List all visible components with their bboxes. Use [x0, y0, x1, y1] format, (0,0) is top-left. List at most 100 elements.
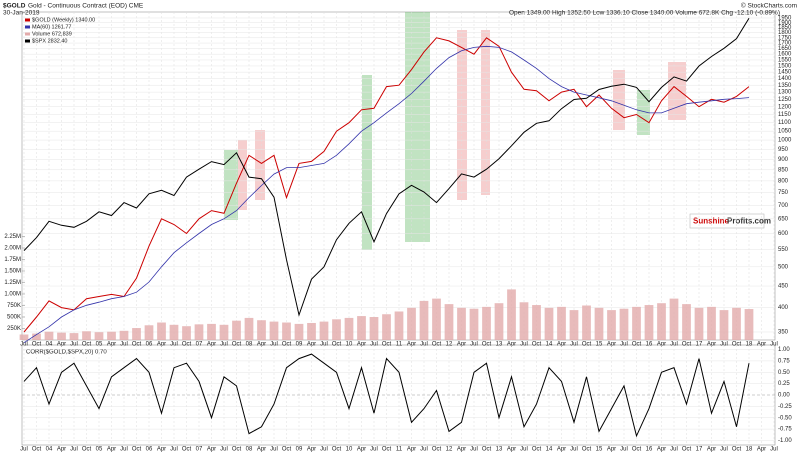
- x-tick-label: Apr: [257, 342, 266, 348]
- x-tick-label: Oct: [332, 342, 342, 348]
- volume-bar: [582, 305, 591, 340]
- y-tick-label: -0.50: [778, 415, 792, 421]
- x-tick-label: 17: [696, 447, 703, 452]
- volume-bar: [594, 307, 604, 340]
- x-tick-label: Jul: [470, 447, 478, 452]
- y-tick-label: 1050: [778, 129, 792, 135]
- y-tick-label: 650: [778, 216, 789, 222]
- volume-bar: [369, 316, 379, 340]
- y-tick-label: 350: [778, 330, 789, 336]
- y-tick-label: -0.25: [778, 404, 792, 410]
- x-tick-label: Jul: [620, 447, 628, 452]
- x-tick-label: Apr: [407, 342, 416, 348]
- legend-swatch: [25, 18, 30, 22]
- x-tick-label: Jul: [170, 447, 178, 452]
- y-tick-label: 1950: [778, 16, 792, 22]
- x-tick-label: Oct: [132, 342, 142, 348]
- volume-bar: [257, 320, 266, 340]
- legend-swatch: [25, 25, 30, 29]
- y-tick-label: 400: [778, 305, 789, 311]
- y2-tick-label: 1.25M: [4, 280, 21, 286]
- volume-bar: [294, 323, 304, 340]
- volume-bar: [32, 333, 41, 340]
- volume-bar: [19, 334, 29, 340]
- series-line: [23, 37, 750, 333]
- x-tick-label: Apr: [57, 447, 66, 452]
- y-tick-label: 0.50: [778, 370, 790, 376]
- y-tick-label: 700: [778, 203, 789, 209]
- volume-bar: [57, 332, 66, 340]
- x-tick-label: Apr: [357, 342, 366, 348]
- x-tick-label: Jul: [420, 342, 428, 348]
- volume-bar: [569, 310, 579, 340]
- x-tick-label: 10: [346, 342, 353, 348]
- y-tick-label: -1.00: [778, 438, 792, 444]
- y2-tick-label: 2.25M: [4, 234, 21, 240]
- green-zone: [224, 150, 238, 220]
- y-tick-label: 1150: [778, 112, 792, 118]
- x-tick-label: Oct: [32, 342, 42, 348]
- x-tick-label: Jul: [720, 447, 728, 452]
- volume-bar: [94, 332, 104, 340]
- x-tick-label: Oct: [532, 447, 542, 452]
- volume-bar: [119, 330, 129, 340]
- x-tick-label: Apr: [557, 447, 566, 452]
- x-tick-label: Jul: [320, 342, 328, 348]
- y-tick-label: 1850: [778, 25, 792, 31]
- red-zone: [457, 30, 467, 200]
- x-tick-label: Jul: [770, 342, 778, 348]
- x-tick-label: Oct: [682, 447, 692, 452]
- source: © StockCharts.com: [741, 2, 797, 10]
- y-tick-label: 1250: [778, 97, 792, 103]
- volume-bar: [319, 321, 329, 340]
- x-tick-label: Apr: [307, 447, 316, 452]
- volume-bar: [182, 326, 191, 340]
- y-tick-label: 1650: [778, 46, 792, 52]
- x-tick-label: Apr: [457, 447, 466, 452]
- x-tick-label: 18: [746, 342, 753, 348]
- x-tick-label: 11: [396, 447, 403, 452]
- x-tick-label: Oct: [732, 447, 742, 452]
- x-tick-label: 13: [496, 447, 503, 452]
- volume-bar: [344, 317, 354, 340]
- volume-bar: [507, 289, 516, 340]
- x-tick-label: 05: [96, 342, 103, 348]
- y-tick-label: 1400: [778, 76, 792, 82]
- x-tick-label: 14: [546, 447, 553, 452]
- legend-swatch: [25, 39, 30, 43]
- x-tick-label: Jul: [320, 447, 328, 452]
- volume-bar: [382, 314, 391, 340]
- x-tick-label: Oct: [332, 447, 342, 452]
- x-tick-label: 05: [96, 447, 103, 452]
- x-tick-label: Apr: [607, 447, 616, 452]
- x-tick-label: Apr: [307, 342, 316, 348]
- x-tick-label: Jul: [520, 447, 528, 452]
- series-line: [23, 45, 750, 344]
- volume-bar: [82, 331, 91, 340]
- volume-bar: [282, 322, 291, 340]
- volume-bar: [669, 298, 679, 340]
- y-tick-label: 900: [778, 157, 789, 163]
- x-tick-label: 15: [596, 447, 603, 452]
- main-panel: [21, 11, 776, 341]
- y-tick-label: 1750: [778, 35, 792, 41]
- volume-bar: [307, 322, 316, 340]
- legend-label: MA(60) 1261.77: [32, 24, 71, 30]
- y-tick-label: 500: [778, 264, 789, 270]
- volume-bar: [619, 308, 629, 340]
- volume-bar: [557, 306, 566, 340]
- volume-bar: [232, 320, 241, 340]
- legend-label: Volume 672,839: [32, 31, 72, 37]
- x-tick-label: Oct: [82, 447, 92, 452]
- x-tick-label: Jul: [70, 342, 78, 348]
- x-tick-label: Apr: [757, 342, 766, 348]
- x-tick-label: Jul: [570, 342, 578, 348]
- x-tick-label: Oct: [582, 447, 592, 452]
- y2-tick-label: 500K: [7, 315, 21, 321]
- x-tick-label: 06: [146, 342, 153, 348]
- x-tick-label: Apr: [107, 342, 116, 348]
- x-tick-label: Oct: [582, 342, 592, 348]
- x-tick-label: Jul: [370, 447, 378, 452]
- x-tick-label: 04: [46, 447, 53, 452]
- x-tick-label: Oct: [432, 342, 442, 348]
